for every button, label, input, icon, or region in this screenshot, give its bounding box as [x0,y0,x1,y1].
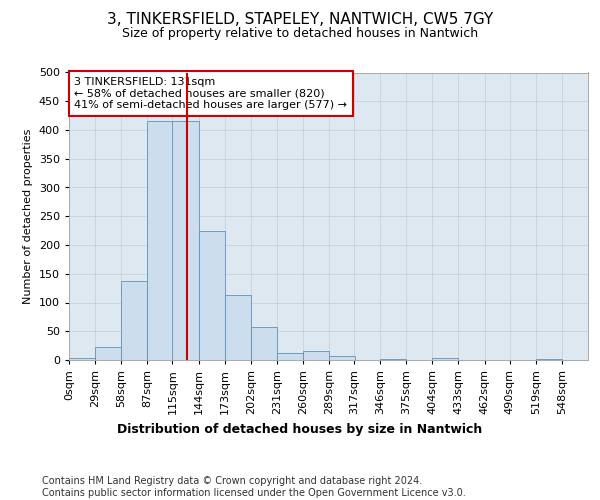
Bar [95,348,121,360]
Bar [69,358,95,360]
Bar [147,122,173,360]
Bar [121,280,147,360]
Text: Distribution of detached houses by size in Nantwich: Distribution of detached houses by size … [118,422,482,436]
Bar [303,352,329,360]
Bar [172,122,199,360]
Bar [251,327,277,360]
Text: 3, TINKERSFIELD, STAPELEY, NANTWICH, CW5 7GY: 3, TINKERSFIELD, STAPELEY, NANTWICH, CW5… [107,12,493,28]
Bar [277,353,303,360]
Bar [199,230,224,360]
Bar [433,358,458,360]
Bar [380,359,406,360]
Bar [329,356,355,360]
Text: Size of property relative to detached houses in Nantwich: Size of property relative to detached ho… [122,28,478,40]
Text: 3 TINKERSFIELD: 131sqm
← 58% of detached houses are smaller (820)
41% of semi-de: 3 TINKERSFIELD: 131sqm ← 58% of detached… [74,77,347,110]
Text: Contains HM Land Registry data © Crown copyright and database right 2024.
Contai: Contains HM Land Registry data © Crown c… [42,476,466,498]
Y-axis label: Number of detached properties: Number of detached properties [23,128,33,304]
Bar [224,295,251,360]
